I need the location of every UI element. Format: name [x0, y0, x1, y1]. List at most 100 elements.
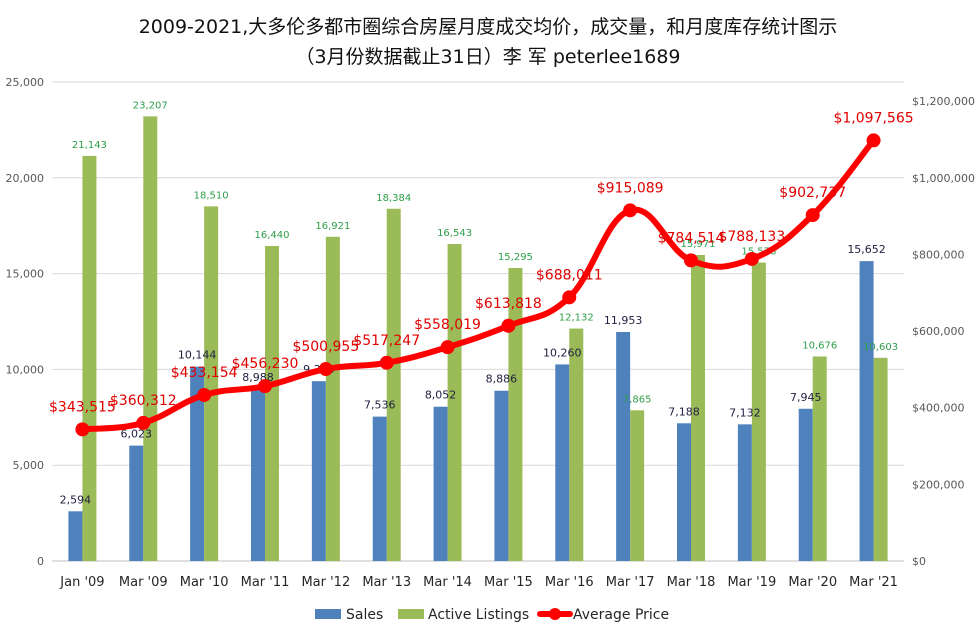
x-tick-label: Mar '13 — [362, 575, 411, 590]
x-tick-label: Jan '09 — [59, 575, 104, 590]
y-right-tick-label: $0 — [912, 555, 926, 568]
bar-sales — [555, 364, 570, 561]
bar-active-listings — [325, 236, 340, 561]
data-label-average-price: $1,097,565 — [833, 110, 913, 126]
data-label-active-listings: 16,543 — [437, 228, 472, 239]
data-label-sales: 7,945 — [790, 391, 822, 404]
data-label-sales: 10,144 — [178, 349, 217, 362]
point-average-price — [866, 133, 881, 148]
bar-active-listings — [812, 356, 827, 561]
data-label-sales: 2,594 — [60, 493, 92, 506]
data-label-active-listings: 10,603 — [863, 342, 898, 353]
x-tick-label: Mar '11 — [241, 575, 290, 590]
legend-swatch-active-listings — [398, 609, 424, 619]
data-label-average-price: $784,514 — [658, 230, 725, 246]
y-right-tick-label: $1,200,000 — [912, 95, 975, 108]
bar-sales — [737, 424, 752, 561]
point-average-price — [75, 422, 90, 437]
point-average-price — [379, 355, 394, 370]
data-label-average-price: $788,133 — [718, 229, 785, 245]
x-tick-label: Mar '17 — [606, 575, 655, 590]
x-tick-label: Mar '10 — [180, 575, 229, 590]
bar-active-listings — [630, 410, 645, 561]
y-right-tick-label: $200,000 — [912, 478, 965, 491]
y-right-tick-label: $400,000 — [912, 402, 965, 415]
point-average-price — [197, 388, 212, 403]
x-tick-label: Mar '18 — [667, 575, 716, 590]
y-left-tick-label: 25,000 — [6, 76, 45, 89]
point-average-price — [440, 340, 455, 355]
data-label-active-listings: 18,384 — [376, 193, 411, 204]
data-label-active-listings: 15,576 — [741, 247, 776, 258]
x-tick-label: Mar '19 — [727, 575, 776, 590]
data-label-sales: 11,953 — [604, 314, 643, 327]
legend-swatch-sales — [315, 609, 341, 619]
x-tick-label: Mar '20 — [788, 575, 837, 590]
bar-sales — [372, 416, 387, 561]
legend-marker-average-price — [549, 608, 561, 620]
data-label-sales: 7,132 — [729, 406, 761, 419]
data-label-active-listings: 16,921 — [315, 221, 350, 232]
legend-label-average-price: Average Price — [573, 607, 669, 623]
data-label-average-price: $613,818 — [475, 296, 542, 312]
data-label-active-listings: 15,971 — [681, 239, 716, 250]
point-average-price — [136, 415, 151, 430]
y-left-tick-label: 15,000 — [6, 268, 45, 281]
data-label-average-price: $343,515 — [49, 399, 116, 415]
bar-active-listings — [265, 246, 279, 562]
y-left-tick-label: 20,000 — [6, 172, 45, 185]
data-label-average-price: $915,089 — [597, 180, 664, 196]
point-average-price — [318, 362, 333, 377]
bar-sales — [129, 445, 144, 561]
bar-active-listings — [691, 254, 705, 561]
data-label-average-price: $688,011 — [536, 267, 603, 283]
bar-active-listings — [447, 244, 462, 561]
data-label-average-price: $433,154 — [171, 365, 238, 381]
bar-active-listings — [82, 155, 97, 561]
y-right-tick-label: $1,000,000 — [912, 172, 975, 185]
point-average-price — [684, 253, 698, 268]
point-average-price — [258, 379, 272, 394]
data-label-active-listings: 7,865 — [623, 394, 652, 405]
point-average-price — [805, 208, 820, 223]
data-label-average-price: $558,019 — [414, 317, 481, 333]
y-right-tick-label: $800,000 — [912, 248, 965, 261]
chart-title: 2009-2021,大多伦多都市圈综合房屋月度成交均价，成交量，和月度库存统计图… — [138, 16, 838, 38]
data-label-active-listings: 16,440 — [255, 230, 290, 241]
bar-sales — [616, 331, 631, 561]
data-label-active-listings: 18,510 — [194, 190, 229, 201]
data-label-average-price: $902,737 — [779, 185, 846, 201]
legend-label-active-listings: Active Listings — [428, 607, 529, 623]
x-tick-label: Mar '12 — [301, 575, 350, 590]
data-label-active-listings: 15,295 — [498, 252, 533, 263]
bar-active-listings — [569, 328, 584, 561]
x-tick-label: Mar '21 — [849, 575, 898, 590]
y-left-tick-label: 5,000 — [13, 459, 45, 472]
data-label-sales: 8,886 — [486, 373, 518, 386]
point-average-price — [744, 251, 759, 266]
data-label-sales: 7,188 — [668, 405, 700, 418]
data-label-active-listings: 21,143 — [72, 140, 107, 151]
data-label-sales: 10,260 — [543, 346, 582, 359]
y-left-tick-label: 0 — [37, 555, 44, 568]
bar-active-listings — [873, 357, 888, 561]
bar-active-listings — [143, 116, 158, 561]
data-label-sales: 6,023 — [121, 428, 153, 441]
bar-sales — [859, 261, 874, 561]
legend-label-sales: Sales — [346, 607, 383, 623]
chart-subtitle: （3月份数据截止31日）李 军 peterlee1689 — [295, 46, 681, 68]
bar-sales — [68, 511, 83, 561]
point-average-price — [501, 318, 516, 333]
data-label-sales: 7,536 — [364, 399, 396, 412]
point-average-price — [623, 203, 638, 218]
bar-sales — [494, 390, 509, 561]
data-label-active-listings: 12,132 — [559, 313, 594, 324]
bar-active-listings — [508, 267, 523, 561]
x-tick-label: Mar '14 — [423, 575, 472, 590]
data-label-average-price: $360,312 — [110, 393, 177, 409]
data-label-average-price: $456,230 — [232, 356, 299, 372]
data-label-active-listings: 10,676 — [802, 340, 837, 351]
bar-active-listings — [386, 208, 401, 561]
